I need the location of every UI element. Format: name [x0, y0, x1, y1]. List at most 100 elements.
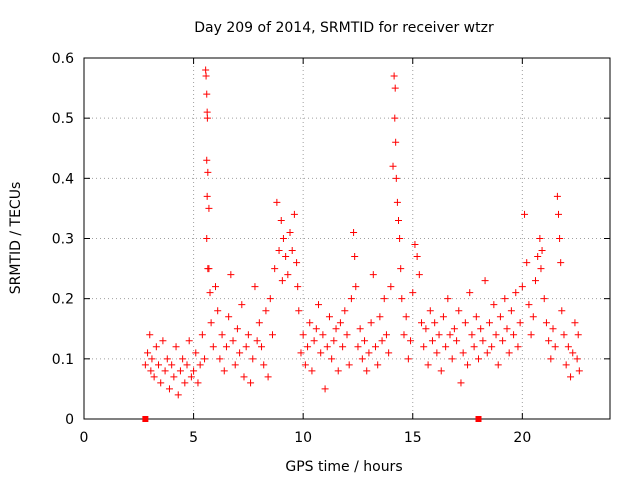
data-point	[453, 337, 461, 345]
data-point	[367, 319, 375, 327]
data-point	[407, 337, 415, 345]
data-point	[299, 331, 307, 339]
data-point	[448, 355, 456, 363]
data-point	[317, 349, 325, 357]
data-point	[457, 379, 465, 387]
x-tick-label: 15	[404, 430, 422, 446]
data-point	[536, 235, 544, 242]
data-point	[198, 331, 206, 339]
data-point	[262, 307, 270, 315]
data-point	[319, 331, 327, 339]
data-point	[411, 241, 419, 249]
data-point	[301, 361, 309, 369]
data-point	[242, 343, 250, 351]
data-point	[501, 295, 509, 303]
data-point	[444, 295, 452, 303]
data-point	[159, 337, 167, 345]
data-point	[391, 114, 399, 122]
data-point	[567, 373, 575, 381]
data-point	[194, 379, 202, 387]
data-point	[437, 367, 445, 375]
data-point	[351, 253, 359, 261]
x-axis-label: GPS time / hours	[285, 459, 402, 475]
data-point	[534, 253, 542, 261]
data-point	[204, 168, 212, 176]
data-point	[466, 289, 474, 297]
data-point	[336, 319, 344, 327]
data-point	[260, 361, 268, 369]
data-point	[161, 367, 169, 375]
data-point	[266, 295, 274, 303]
data-point	[328, 355, 336, 363]
x-tick-label: 10	[294, 430, 312, 446]
data-point	[573, 355, 581, 363]
data-point	[168, 361, 176, 369]
plot-frame	[83, 57, 611, 420]
data-point	[575, 367, 583, 375]
x-tick-label: 5	[189, 430, 198, 446]
data-point	[531, 277, 539, 285]
data-point	[529, 313, 537, 321]
data-point	[400, 331, 408, 339]
y-tick-label: 0.2	[52, 292, 74, 308]
data-point	[293, 259, 301, 267]
data-point	[222, 343, 230, 351]
data-point	[165, 385, 173, 393]
data-point	[527, 331, 535, 339]
data-point	[523, 259, 531, 267]
axis-marker	[475, 416, 482, 422]
data-point	[393, 198, 401, 206]
data-point	[240, 373, 248, 381]
y-tick-label: 0.4	[52, 171, 74, 187]
data-point	[350, 228, 358, 236]
data-point	[339, 343, 347, 351]
data-point	[209, 343, 217, 351]
data-point	[398, 295, 406, 303]
data-point	[202, 66, 210, 74]
data-point	[255, 319, 263, 327]
data-point	[174, 391, 182, 399]
data-point	[258, 343, 266, 351]
data-point	[516, 319, 524, 327]
data-point	[325, 313, 333, 321]
data-point	[233, 325, 241, 333]
data-point	[496, 313, 504, 321]
data-point	[540, 295, 548, 303]
data-point	[461, 319, 469, 327]
data-point	[229, 337, 237, 345]
data-point	[488, 343, 496, 351]
data-point	[433, 349, 441, 357]
data-point	[428, 337, 436, 345]
data-point	[459, 349, 467, 357]
data-point	[558, 307, 566, 315]
tick-labels: 0 0.1 0.2 0.3 0.4 0.5 0.6 0 5 10 15 20	[52, 51, 532, 446]
data-point	[556, 235, 564, 242]
data-point	[179, 355, 187, 363]
data-point	[571, 319, 579, 327]
axis-marker	[142, 416, 149, 422]
data-point	[238, 301, 246, 309]
data-point	[290, 210, 298, 218]
data-point	[481, 277, 489, 285]
data-point	[475, 355, 482, 363]
data-point	[288, 247, 296, 255]
data-point	[472, 313, 480, 321]
data-point	[382, 331, 390, 339]
data-point	[389, 162, 397, 170]
y-tick-label: 0.6	[52, 51, 74, 67]
data-point	[396, 235, 404, 242]
data-point	[490, 301, 498, 309]
data-point	[146, 331, 154, 339]
data-point	[176, 367, 184, 375]
data-point	[547, 355, 555, 363]
data-point	[141, 361, 149, 369]
data-point	[206, 289, 214, 297]
data-point	[347, 295, 355, 303]
data-point	[390, 72, 398, 80]
data-point	[185, 337, 193, 345]
data-point	[152, 343, 160, 351]
data-point	[345, 361, 353, 369]
data-point	[312, 325, 320, 333]
data-point	[155, 361, 163, 369]
